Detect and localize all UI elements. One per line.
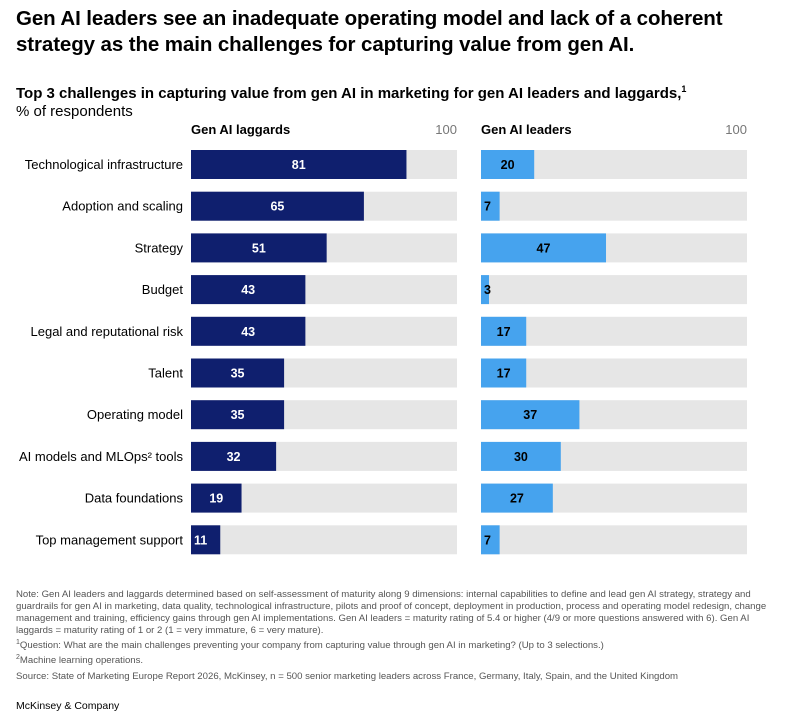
bar-laggards [191,233,327,263]
data-label-leaders: 17 [497,325,511,339]
data-label-laggards: 35 [231,367,245,381]
bar-track-leaders [481,191,747,221]
bar-track-laggards [191,525,457,555]
bar-laggards [191,316,306,346]
bar-leaders [481,483,553,513]
category-label: Legal and reputational risk [31,324,184,339]
bar-track-leaders [481,525,747,555]
bar-laggards [191,191,364,221]
category-label: Data foundations [85,491,184,506]
footnotes: Note: Gen AI leaders and laggards determ… [16,586,771,683]
bar-laggards [191,525,221,555]
bar-leaders [481,358,527,388]
data-label-leaders: 7 [484,200,491,214]
bar-leaders [481,316,527,346]
note-text: Note: Gen AI leaders and laggards determ… [16,589,767,637]
data-label-leaders: 47 [537,241,551,255]
data-label-laggards: 32 [227,450,241,464]
data-label-leaders: 17 [497,367,511,381]
bar-leaders [481,275,489,305]
axis-max-label-laggards: 100 [435,122,457,137]
category-label: Strategy [135,240,184,255]
bar-leaders [481,233,607,263]
data-label-leaders: 7 [484,533,491,547]
unit-label: % of respondents [16,103,133,120]
data-label-laggards: 43 [241,325,255,339]
data-label-laggards: 65 [270,200,284,214]
brand-logo-text: McKinsey & Company [16,700,120,712]
mlops-footnote: 2Machine learning operations. [16,654,144,667]
data-label-leaders: 37 [523,408,537,422]
axis-max-label-leaders: 100 [725,122,747,137]
data-label-laggards: 19 [209,492,223,506]
bar-chart: Gen AI laggards 100 Gen AI leaders 100 Techn… [19,122,747,555]
bar-track-leaders [481,275,747,305]
category-label: Technological infrastructure [25,157,183,172]
bar-leaders [481,400,580,430]
question-footnote: 1Question: What are the main challenges … [16,639,604,652]
bar-laggards [191,483,242,513]
series-header-laggards: Gen AI laggards [191,122,290,137]
category-label: Top management support [36,532,184,547]
bar-leaders [481,441,561,471]
bar-leaders [481,525,500,555]
category-label: Talent [148,366,183,381]
category-label: Adoption and scaling [62,199,183,214]
data-label-leaders: 27 [510,492,524,506]
category-label: AI models and MLOps² tools [19,449,184,464]
data-label-leaders: 3 [484,283,491,297]
data-label-laggards: 81 [292,158,306,172]
bar-laggards [191,150,407,179]
bar-laggards [191,358,285,388]
category-label: Operating model [87,407,183,422]
data-label-laggards: 43 [241,283,255,297]
data-label-laggards: 51 [252,241,266,255]
category-label: Budget [142,282,184,297]
data-label-leaders: 30 [514,450,528,464]
data-label-leaders: 20 [501,158,515,172]
bar-laggards [191,275,306,305]
source-note: Source: State of Marketing Europe Report… [16,670,679,682]
chart-subtitle: Top 3 challenges in capturing value from… [16,84,687,102]
headline: Gen AI leaders see an inadequate operati… [16,7,723,56]
bar-laggards [191,441,277,471]
bar-laggards [191,400,285,430]
bar-leaders [481,150,535,179]
series-header-leaders: Gen AI leaders [481,122,572,137]
bar-leaders [481,191,500,221]
data-label-laggards: 11 [194,533,207,547]
data-label-laggards: 35 [231,408,245,422]
